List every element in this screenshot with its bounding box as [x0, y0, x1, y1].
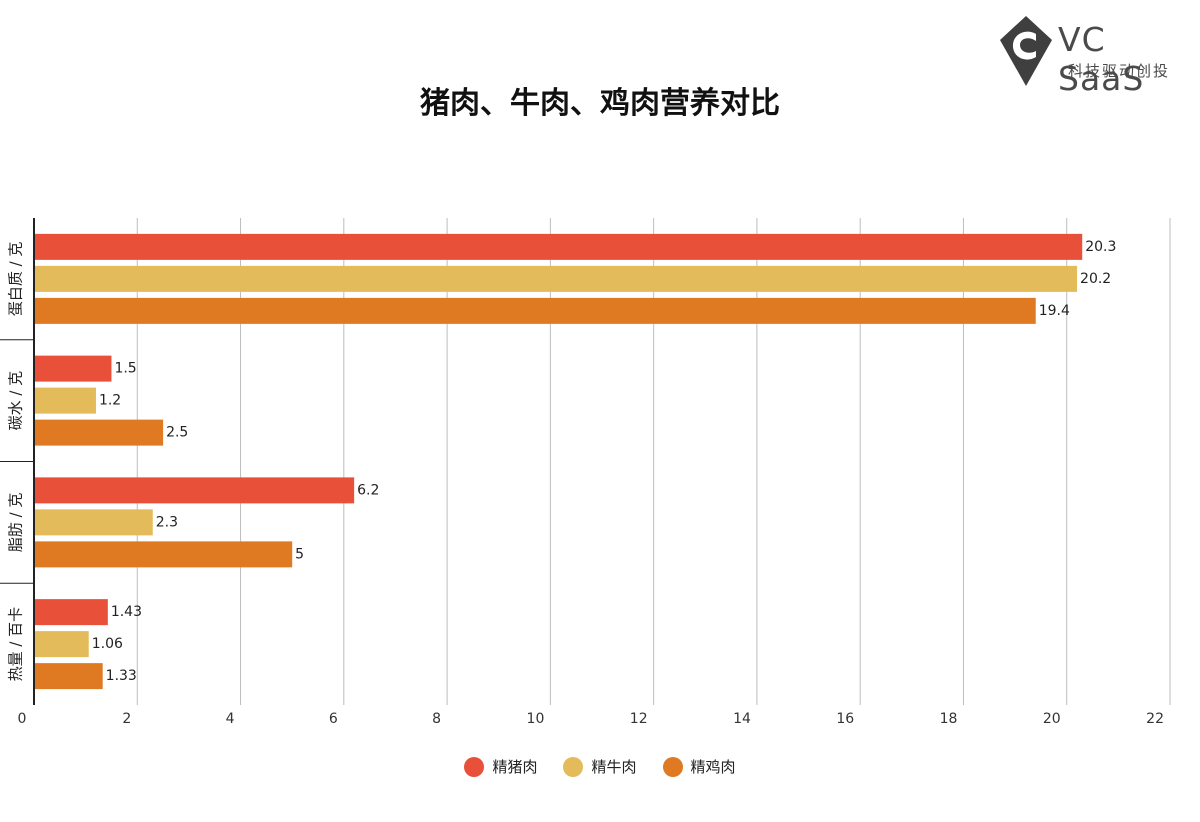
legend-swatch [563, 756, 584, 777]
bar [35, 599, 108, 626]
data-label: 1.06 [92, 636, 123, 652]
data-label: 1.5 [114, 361, 136, 377]
vc-saas-logo-icon [1000, 16, 1052, 86]
x-tick-label: 22 [1146, 711, 1164, 727]
legend: 精猪肉 精牛肉 精鸡肉 [0, 756, 1200, 777]
x-tick-label: 8 [432, 711, 441, 727]
bar-chart: 0 2 4 6 8 10 12 14 16 18 20 22 蛋白质 / 克 20.3 20.2 19.4 碳水… [0, 218, 1171, 727]
bar [35, 233, 1083, 260]
bar [35, 509, 153, 536]
legend-swatch [662, 756, 683, 777]
logo-brand: VC SaaS [1058, 20, 1145, 98]
bar [35, 297, 1036, 324]
data-label: 20.2 [1080, 271, 1111, 287]
legend-label: 精猪肉 [492, 758, 538, 776]
x-tick-label: 16 [836, 711, 854, 727]
bar [35, 477, 355, 504]
logo-tagline: 科技驱动创投 [1068, 62, 1171, 80]
logo: VC SaaS 科技驱动创投 [996, 14, 1186, 98]
bar [35, 265, 1078, 292]
category-label: 热量 / 百卡 [7, 607, 25, 682]
bar [35, 541, 293, 568]
x-tick-label: 0 [18, 711, 27, 727]
x-tick-label: 6 [329, 711, 338, 727]
legend-label: 精牛肉 [591, 758, 637, 776]
category-label: 蛋白质 / 克 [7, 242, 25, 317]
data-label: 1.43 [111, 604, 142, 620]
x-tick-label: 18 [940, 711, 958, 727]
data-label: 19.4 [1039, 303, 1070, 319]
data-label: 1.2 [99, 393, 121, 409]
x-tick-label: 20 [1043, 711, 1061, 727]
x-tick-label: 4 [226, 711, 235, 727]
legend-swatch [464, 756, 485, 777]
data-label: 6.2 [357, 482, 379, 498]
x-tick-label: 2 [122, 711, 131, 727]
data-label: 5 [295, 546, 304, 562]
category-label: 碳水 / 克 [7, 371, 25, 431]
data-label: 1.33 [106, 668, 137, 684]
bar [35, 419, 164, 446]
legend-item: 精牛肉 [563, 756, 637, 777]
data-label: 2.5 [166, 425, 188, 441]
bar [35, 663, 103, 690]
legend-item: 精猪肉 [464, 756, 537, 777]
category-label: 脂肪 / 克 [7, 493, 25, 553]
bar [35, 355, 112, 382]
bar [35, 387, 96, 414]
bar [35, 631, 89, 658]
x-tick-label: 12 [630, 711, 648, 727]
x-tick-label: 14 [733, 711, 751, 727]
data-label: 20.3 [1085, 239, 1116, 255]
legend-item: 精鸡肉 [662, 756, 736, 777]
x-tick-label: 10 [527, 711, 545, 727]
chart-title: 猪肉、牛肉、鸡肉营养对比 [420, 86, 780, 121]
data-label: 2.3 [156, 514, 178, 530]
legend-label: 精鸡肉 [690, 758, 736, 776]
